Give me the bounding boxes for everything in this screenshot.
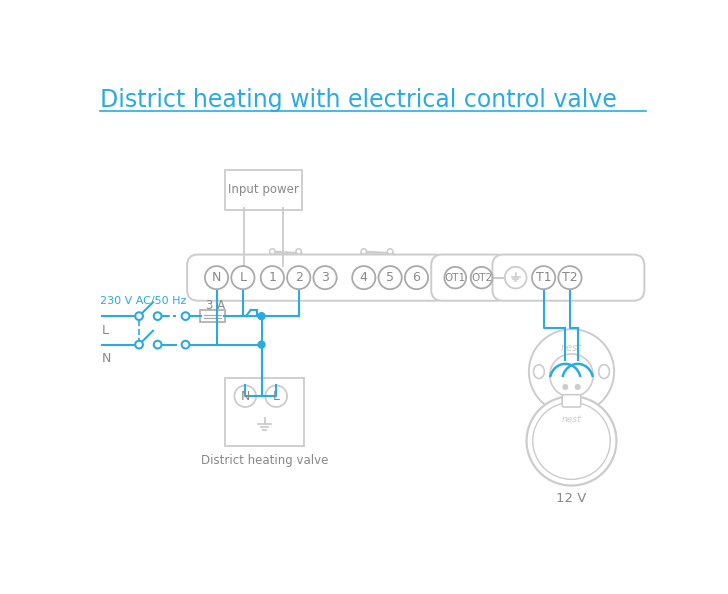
FancyBboxPatch shape <box>492 255 644 301</box>
FancyBboxPatch shape <box>200 310 225 323</box>
Circle shape <box>563 385 568 389</box>
FancyBboxPatch shape <box>225 170 302 210</box>
Circle shape <box>296 249 301 254</box>
Circle shape <box>529 329 614 414</box>
Circle shape <box>287 266 310 289</box>
Circle shape <box>533 402 610 479</box>
Circle shape <box>154 312 162 320</box>
Text: L: L <box>273 390 280 403</box>
Circle shape <box>575 385 580 389</box>
Text: District heating valve: District heating valve <box>201 454 328 467</box>
FancyBboxPatch shape <box>562 394 581 407</box>
Circle shape <box>182 341 189 349</box>
Circle shape <box>269 249 275 254</box>
Circle shape <box>526 396 617 485</box>
Text: N: N <box>212 271 221 284</box>
Circle shape <box>135 312 143 320</box>
Text: District heating with electrical control valve: District heating with electrical control… <box>100 89 617 112</box>
Text: OT1: OT1 <box>445 273 466 283</box>
Text: T2: T2 <box>562 271 578 284</box>
Text: 12 V: 12 V <box>556 492 587 505</box>
Circle shape <box>405 266 428 289</box>
Text: N: N <box>102 352 111 365</box>
Circle shape <box>550 354 593 397</box>
Circle shape <box>361 249 366 254</box>
Circle shape <box>261 266 284 289</box>
Text: L: L <box>102 324 109 336</box>
Circle shape <box>387 249 393 254</box>
FancyBboxPatch shape <box>187 255 446 301</box>
Circle shape <box>505 267 526 289</box>
Text: L: L <box>240 271 246 284</box>
Text: T1: T1 <box>536 271 551 284</box>
Text: 1: 1 <box>269 271 277 284</box>
Ellipse shape <box>598 365 609 378</box>
Circle shape <box>232 266 255 289</box>
Text: nest: nest <box>561 343 582 353</box>
Text: 2: 2 <box>295 271 303 284</box>
Circle shape <box>258 312 265 320</box>
Text: 230 V AC/50 Hz: 230 V AC/50 Hz <box>100 296 186 306</box>
Text: Input power: Input power <box>228 184 299 197</box>
Circle shape <box>379 266 402 289</box>
Circle shape <box>205 266 228 289</box>
Text: 4: 4 <box>360 271 368 284</box>
Circle shape <box>234 386 256 407</box>
Circle shape <box>532 266 555 289</box>
Text: 3 A: 3 A <box>206 299 225 312</box>
Text: OT2: OT2 <box>471 273 492 283</box>
Circle shape <box>182 312 189 320</box>
Circle shape <box>266 386 287 407</box>
Text: nest: nest <box>562 415 581 424</box>
FancyBboxPatch shape <box>431 255 507 301</box>
Text: 5: 5 <box>386 271 394 284</box>
Text: 6: 6 <box>413 271 421 284</box>
Text: N: N <box>240 390 250 403</box>
FancyBboxPatch shape <box>225 378 304 446</box>
Circle shape <box>314 266 336 289</box>
Circle shape <box>352 266 376 289</box>
Text: 3: 3 <box>321 271 329 284</box>
Circle shape <box>444 267 466 289</box>
Circle shape <box>558 266 582 289</box>
Circle shape <box>471 267 492 289</box>
Circle shape <box>154 341 162 349</box>
Circle shape <box>135 341 143 349</box>
Circle shape <box>258 341 265 348</box>
Ellipse shape <box>534 365 545 378</box>
